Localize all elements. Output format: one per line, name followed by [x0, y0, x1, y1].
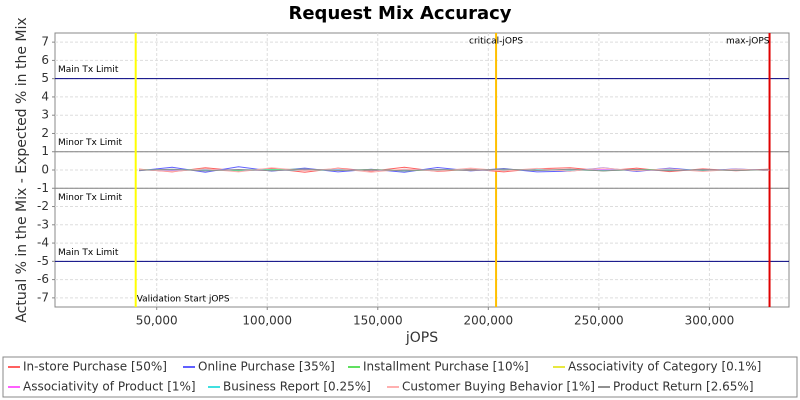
- marker-label: critical-jOPS: [469, 37, 523, 47]
- limit-label: Minor Tx Limit: [58, 193, 123, 203]
- marker-label: Validation Start jOPS: [137, 295, 230, 305]
- y-axis-title: Actual % in the Mix - Expected % in the …: [14, 17, 30, 322]
- x-tick-label: 50,000: [136, 314, 178, 328]
- marker-label: max-jOPS: [726, 37, 770, 47]
- x-tick-label: 100,000: [242, 314, 292, 328]
- legend-label: Customer Buying Behavior [1%]: [402, 380, 595, 394]
- y-tick-label: 1: [41, 144, 49, 158]
- y-tick-label: -7: [37, 290, 49, 304]
- limit-label: Main Tx Limit: [58, 65, 119, 75]
- x-tick-label: 200,000: [464, 314, 514, 328]
- legend-label: Online Purchase [35%]: [198, 360, 335, 374]
- legend-label: Business Report [0.25%]: [223, 380, 371, 394]
- x-axis-title: jOPS: [405, 330, 438, 346]
- x-tick-label: 250,000: [574, 314, 624, 328]
- y-tick-label: -5: [37, 254, 49, 268]
- x-tick-label: 300,000: [685, 314, 735, 328]
- y-tick-label: -2: [37, 199, 49, 213]
- legend-label: Product Return [2.65%]: [613, 380, 754, 394]
- limit-label: Main Tx Limit: [58, 248, 119, 258]
- legend: [2, 356, 798, 398]
- legend-label: In-store Purchase [50%]: [23, 360, 167, 374]
- y-tick-label: 7: [41, 35, 49, 49]
- y-tick-label: 3: [41, 108, 49, 122]
- y-tick-label: 0: [41, 163, 49, 177]
- y-tick-label: 5: [41, 71, 49, 85]
- legend-label: Associativity of Category [0.1%]: [568, 360, 761, 374]
- legend-label: Associativity of Product [1%]: [23, 380, 196, 394]
- y-tick-label: -6: [37, 272, 49, 286]
- y-tick-label: -4: [37, 236, 49, 250]
- y-tick-label: 2: [41, 126, 49, 140]
- chart-title: Request Mix Accuracy: [288, 3, 511, 24]
- y-tick-label: 4: [41, 89, 49, 103]
- legend-label: Installment Purchase [10%]: [363, 360, 529, 374]
- y-tick-label: -3: [37, 217, 49, 231]
- series-line: [138, 168, 770, 172]
- x-tick-label: 150,000: [353, 314, 403, 328]
- limit-label: Minor Tx Limit: [58, 138, 123, 148]
- y-tick-label: -1: [37, 181, 49, 195]
- y-tick-label: 6: [41, 53, 49, 67]
